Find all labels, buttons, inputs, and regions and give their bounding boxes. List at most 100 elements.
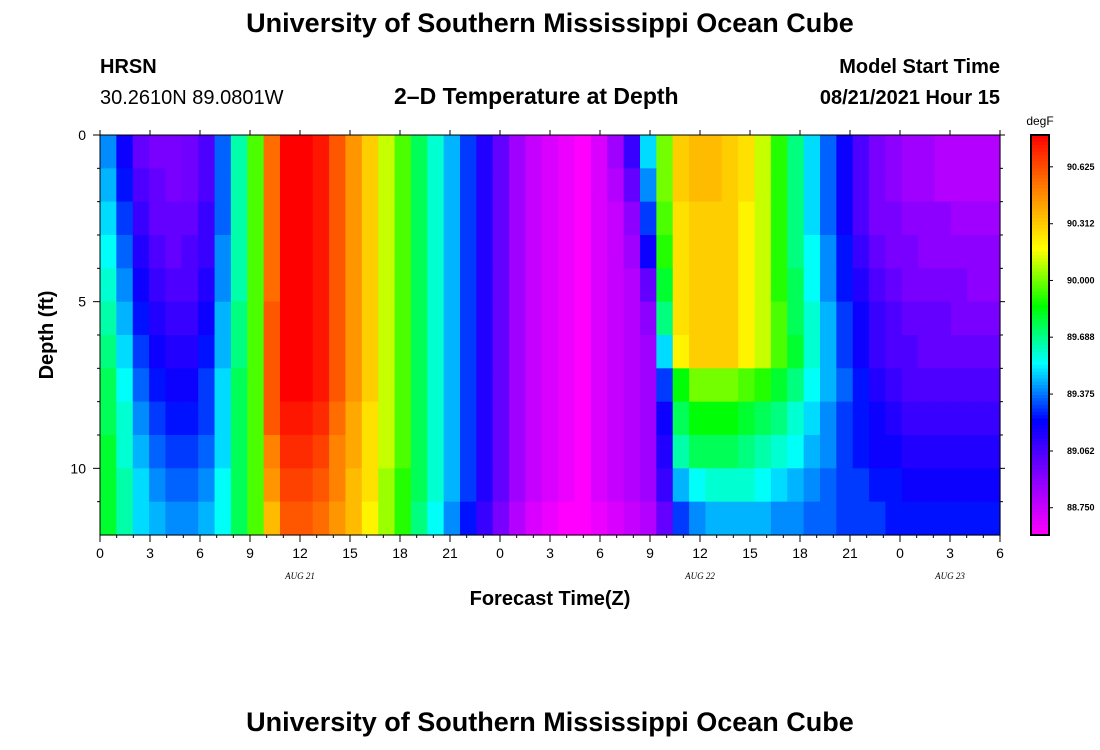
y-tick-label: 0 [78, 127, 86, 143]
heatmap-cell [509, 168, 527, 203]
colorbar-segment [1031, 445, 1049, 449]
heatmap-cell [967, 135, 985, 169]
colorbar-segment [1031, 215, 1049, 219]
heatmap-cell [623, 435, 641, 469]
heatmap-cell [738, 468, 756, 503]
colorbar-segment [1031, 205, 1049, 209]
heatmap-cell [541, 335, 559, 369]
colorbar-unit: degF [1026, 114, 1053, 128]
heatmap-cell [950, 435, 968, 469]
colorbar-segment [1031, 375, 1049, 379]
heatmap-cell [901, 335, 919, 369]
colorbar-segment [1031, 385, 1049, 389]
heatmap-cell [950, 135, 968, 169]
heatmap-cell [852, 435, 870, 469]
heatmap-cell [656, 401, 674, 436]
heatmap-cell [885, 168, 903, 203]
heatmap-cell [852, 501, 870, 536]
heatmap-cell [983, 368, 1001, 403]
heatmap-cell [689, 268, 707, 303]
heatmap-cell [787, 468, 805, 503]
colorbar-segment [1031, 305, 1049, 309]
heatmap-cell [705, 168, 723, 203]
heatmap-cell [770, 435, 788, 469]
colorbar-segment [1031, 355, 1049, 359]
heatmap-cell [640, 268, 657, 303]
heatmap-cell [509, 268, 527, 303]
colorbar-segment [1031, 395, 1049, 399]
heatmap-cell [492, 235, 510, 269]
colorbar-segment [1031, 438, 1049, 443]
heatmap-cell [361, 435, 379, 469]
colorbar-segment [1031, 211, 1049, 216]
heatmap-cell [689, 435, 707, 469]
heatmap-cell [214, 368, 232, 403]
heatmap-cell [820, 268, 837, 303]
heatmap-cell [623, 335, 641, 369]
heatmap-cell [476, 168, 494, 203]
colorbar-segment [1031, 148, 1049, 153]
heatmap-cell [558, 201, 576, 236]
colorbar-segment [1031, 195, 1049, 199]
colorbar-segment [1031, 485, 1049, 489]
colorbar-segment [1031, 175, 1049, 179]
heatmap-cell [754, 268, 772, 303]
heatmap-cell [410, 435, 428, 469]
colorbar-segment [1031, 225, 1049, 229]
heatmap-cell [754, 135, 772, 169]
heatmap-cell [181, 235, 199, 269]
colorbar-segment [1031, 521, 1049, 526]
heatmap-cell [852, 368, 870, 403]
heatmap-cell [721, 401, 739, 436]
heatmap-cell [885, 268, 903, 303]
heatmap-cell [967, 301, 985, 336]
heatmap-cell [230, 501, 248, 536]
heatmap-cell [705, 235, 723, 269]
heatmap-cell [852, 235, 870, 269]
heatmap-cell [869, 168, 887, 203]
heatmap-cell [803, 468, 821, 503]
heatmap-cell [263, 268, 281, 303]
heatmap-cell [181, 268, 199, 303]
heatmap-cell [590, 401, 608, 436]
colorbar-segment [1031, 478, 1049, 483]
heatmap-cell [132, 168, 150, 203]
heatmap-cell [296, 268, 314, 303]
colorbar-segment [1031, 331, 1049, 336]
heatmap-cell [901, 135, 919, 169]
heatmap-cell [574, 268, 592, 303]
heatmap-cell [983, 401, 1001, 436]
heatmap-cell [460, 468, 477, 503]
heatmap-cell [558, 235, 576, 269]
heatmap-cell [950, 268, 968, 303]
heatmap-cells [100, 135, 1001, 536]
heatmap-cell [689, 168, 707, 203]
heatmap-cell [754, 168, 772, 203]
colorbar-segment [1031, 185, 1049, 189]
heatmap-cell [607, 268, 625, 303]
heatmap-cell [280, 268, 297, 303]
heatmap-cell [852, 135, 870, 169]
colorbar-segment [1031, 451, 1049, 456]
heatmap-cell [754, 201, 772, 236]
heatmap-cell [885, 368, 903, 403]
heatmap-cell [181, 301, 199, 336]
heatmap-cell [345, 235, 363, 269]
page-title: University of Southern Mississippi Ocean… [246, 8, 854, 38]
colorbar-segment [1031, 291, 1049, 296]
heatmap-cell [394, 268, 412, 303]
heatmap-cell [247, 168, 265, 203]
heatmap-cell [738, 201, 756, 236]
colorbar-segment [1031, 455, 1049, 459]
heatmap-cell [361, 201, 379, 236]
colorbar-segment [1031, 288, 1049, 293]
heatmap-cell [607, 468, 625, 503]
heatmap-cell [165, 301, 183, 336]
heatmap-cell [590, 301, 608, 336]
heatmap-cell [394, 335, 412, 369]
date-label: AUG 23 [934, 571, 965, 581]
heatmap-cell [230, 235, 248, 269]
x-tick-label: 12 [692, 545, 708, 561]
heatmap-cell [901, 468, 919, 503]
heatmap-cell [721, 501, 739, 536]
